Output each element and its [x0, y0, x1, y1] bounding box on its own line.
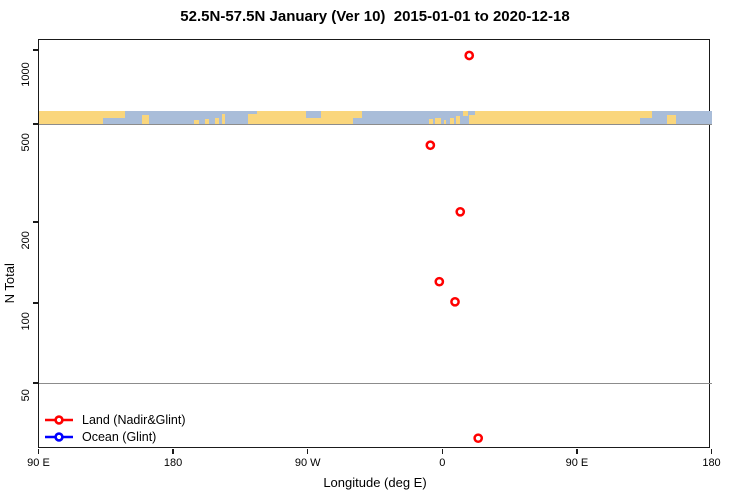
- legend-item-ocean: Ocean (Glint): [44, 428, 186, 445]
- x-tick-mark: [172, 448, 174, 454]
- y-axis-title: N Total: [2, 263, 17, 304]
- x-tick-mark: [441, 448, 444, 454]
- x-tick-label: 90 E: [27, 457, 50, 469]
- y-tick-mark: [33, 123, 38, 125]
- map-strip-land-segment: [434, 117, 441, 124]
- y-tick-mark: [33, 221, 38, 223]
- data-point: [455, 206, 466, 217]
- reference-line: [38, 123, 712, 126]
- y-tick-mark: [33, 382, 38, 384]
- data-point: [464, 50, 475, 61]
- legend-item-land: Land (Nadir&Glint): [44, 411, 186, 428]
- map-strip-land-segment: [222, 113, 226, 124]
- map-strip-land-segment: [256, 111, 307, 124]
- data-point: [425, 140, 436, 151]
- map-strip-land-segment: [428, 119, 434, 124]
- data-point: [473, 433, 484, 444]
- x-tick-label: 180: [163, 457, 183, 469]
- map-strip-land-segment: [455, 115, 461, 124]
- x-tick-label: 90 W: [294, 457, 321, 469]
- x-tick-mark: [710, 448, 713, 454]
- x-tick-mark: [37, 448, 40, 454]
- data-point: [434, 276, 445, 287]
- map-strip-land-segment: [463, 111, 468, 116]
- map-strip-land-segment: [666, 114, 676, 124]
- plot-area-border: [38, 39, 710, 448]
- x-tick-mark: [306, 448, 309, 454]
- reference-line: [38, 382, 712, 385]
- x-tick-label: 90 E: [565, 457, 589, 469]
- map-strip-land-segment: [38, 111, 103, 124]
- map-strip-land-segment: [102, 111, 126, 119]
- x-tick-label: 180: [702, 457, 721, 469]
- map-strip-land-segment: [141, 114, 150, 124]
- y-tick-mark: [33, 302, 38, 304]
- legend-label-ocean: Ocean (Glint): [82, 429, 157, 444]
- map-strip-land-segment: [469, 114, 476, 124]
- map-strip-land-segment: [449, 117, 455, 124]
- map-strip-land-segment: [306, 117, 322, 124]
- legend: Land (Nadir&Glint) Ocean (Glint): [44, 411, 186, 445]
- legend-key-land-icon: [45, 414, 73, 425]
- legend-label-land: Land (Nadir&Glint): [82, 412, 186, 427]
- map-strip-land-segment: [204, 119, 209, 124]
- x-tick-label: 0: [439, 457, 446, 469]
- map-strip-land-segment: [321, 111, 353, 124]
- y-tick-mark: [33, 49, 38, 51]
- map-strip-land-segment: [639, 111, 652, 119]
- chart-title: 52.5N-57.5N January (Ver 10) 2015-01-01 …: [180, 8, 570, 25]
- legend-key-ocean-icon: [45, 431, 73, 442]
- map-strip-land-segment: [443, 120, 447, 124]
- x-tick-mark: [576, 448, 578, 454]
- map-strip-land-segment: [352, 111, 362, 118]
- map-strip-land-segment: [214, 118, 220, 124]
- map-strip-land-segment: [194, 120, 199, 124]
- x-axis-title: Longitude (deg E): [323, 475, 427, 490]
- map-strip-land-segment: [247, 114, 257, 124]
- data-point: [450, 296, 460, 307]
- map-strip-land-segment: [475, 111, 640, 124]
